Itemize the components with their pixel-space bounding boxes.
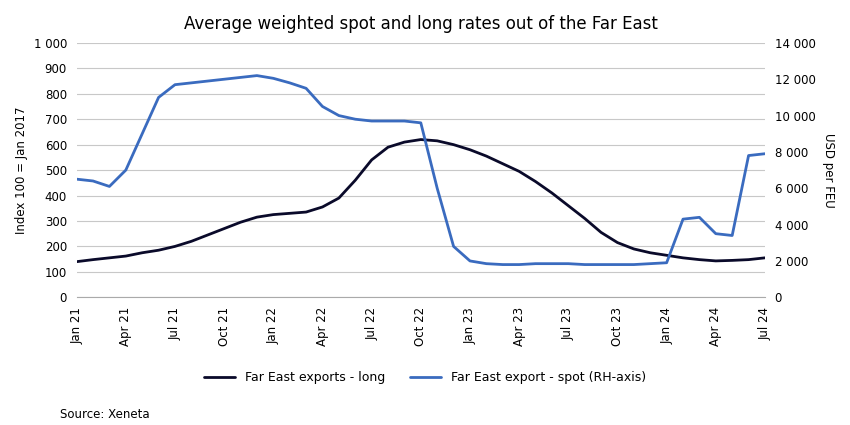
Far East export - spot (RH-axis) <box>317 104 327 109</box>
Far East export - spot (RH-axis) <box>564 261 574 266</box>
Far East exports - long <box>580 216 590 221</box>
Far East export - spot (RH-axis) <box>301 86 311 91</box>
Far East export - spot (RH-axis) <box>121 167 131 173</box>
Far East exports - long <box>252 215 262 220</box>
Far East exports - long <box>154 248 164 253</box>
Far East export - spot (RH-axis) <box>727 233 737 238</box>
Far East exports - long <box>694 257 705 262</box>
Far East exports - long <box>744 257 754 262</box>
Far East export - spot (RH-axis) <box>88 178 98 184</box>
Far East exports - long <box>334 196 344 201</box>
Far East exports - long <box>121 254 131 259</box>
Far East exports - long <box>170 244 180 249</box>
Far East export - spot (RH-axis) <box>269 76 279 81</box>
Far East exports - long <box>629 246 639 252</box>
Far East export - spot (RH-axis) <box>596 262 606 267</box>
Far East export - spot (RH-axis) <box>71 177 82 182</box>
Far East export - spot (RH-axis) <box>137 131 147 136</box>
Far East exports - long <box>760 255 770 261</box>
Far East exports - long <box>269 212 279 217</box>
Far East exports - long <box>137 250 147 255</box>
Far East export - spot (RH-axis) <box>465 258 475 264</box>
Far East export - spot (RH-axis) <box>154 95 164 100</box>
Far East exports - long <box>219 226 230 231</box>
Far East export - spot (RH-axis) <box>285 80 295 85</box>
Far East exports - long <box>530 179 541 184</box>
Far East exports - long <box>727 258 737 263</box>
Far East exports - long <box>481 153 491 159</box>
Far East exports - long <box>88 257 98 262</box>
Y-axis label: Index 100 = Jan 2017: Index 100 = Jan 2017 <box>15 106 28 234</box>
Far East export - spot (RH-axis) <box>252 73 262 78</box>
Far East exports - long <box>105 255 115 261</box>
Far East export - spot (RH-axis) <box>432 186 442 191</box>
Far East exports - long <box>317 204 327 210</box>
Far East export - spot (RH-axis) <box>416 120 426 125</box>
Far East exports - long <box>432 138 442 143</box>
Far East exports - long <box>400 139 410 144</box>
Far East exports - long <box>547 190 557 196</box>
Far East export - spot (RH-axis) <box>235 75 246 80</box>
Far East export - spot (RH-axis) <box>334 113 344 118</box>
Text: Source: Xeneta: Source: Xeneta <box>60 408 149 421</box>
Far East exports - long <box>449 142 459 147</box>
Far East exports - long <box>465 147 475 152</box>
Line: Far East export - spot (RH-axis): Far East export - spot (RH-axis) <box>76 76 765 265</box>
Far East export - spot (RH-axis) <box>186 80 196 85</box>
Far East export - spot (RH-axis) <box>497 262 507 267</box>
Far East export - spot (RH-axis) <box>580 262 590 267</box>
Far East exports - long <box>661 253 672 258</box>
Far East export - spot (RH-axis) <box>760 151 770 156</box>
Far East exports - long <box>612 240 622 245</box>
Far East exports - long <box>596 230 606 235</box>
Far East export - spot (RH-axis) <box>661 260 672 265</box>
Far East export - spot (RH-axis) <box>629 262 639 267</box>
Far East export - spot (RH-axis) <box>449 244 459 249</box>
Far East exports - long <box>678 255 689 261</box>
Far East export - spot (RH-axis) <box>547 261 557 266</box>
Legend: Far East exports - long, Far East export - spot (RH-axis): Far East exports - long, Far East export… <box>199 366 651 389</box>
Far East export - spot (RH-axis) <box>678 217 689 222</box>
Far East export - spot (RH-axis) <box>400 119 410 124</box>
Far East export - spot (RH-axis) <box>744 153 754 158</box>
Far East exports - long <box>71 259 82 264</box>
Far East exports - long <box>366 157 377 162</box>
Far East export - spot (RH-axis) <box>645 261 655 266</box>
Far East exports - long <box>383 144 394 150</box>
Far East export - spot (RH-axis) <box>350 116 360 122</box>
Far East exports - long <box>301 210 311 215</box>
Far East export - spot (RH-axis) <box>694 215 705 220</box>
Far East exports - long <box>711 258 721 264</box>
Far East export - spot (RH-axis) <box>711 231 721 236</box>
Far East export - spot (RH-axis) <box>366 119 377 124</box>
Far East exports - long <box>416 137 426 142</box>
Far East exports - long <box>235 220 246 225</box>
Far East export - spot (RH-axis) <box>514 262 524 267</box>
Line: Far East exports - long: Far East exports - long <box>76 139 765 262</box>
Far East export - spot (RH-axis) <box>481 261 491 266</box>
Far East export - spot (RH-axis) <box>170 82 180 87</box>
Far East exports - long <box>285 211 295 216</box>
Far East export - spot (RH-axis) <box>219 76 230 82</box>
Far East export - spot (RH-axis) <box>105 184 115 189</box>
Far East export - spot (RH-axis) <box>530 261 541 266</box>
Far East exports - long <box>564 203 574 208</box>
Far East export - spot (RH-axis) <box>202 79 212 84</box>
Far East export - spot (RH-axis) <box>612 262 622 267</box>
Title: Average weighted spot and long rates out of the Far East: Average weighted spot and long rates out… <box>184 15 658 33</box>
Far East export - spot (RH-axis) <box>383 119 394 124</box>
Far East exports - long <box>514 169 524 174</box>
Far East exports - long <box>186 239 196 244</box>
Y-axis label: USD per FEU: USD per FEU <box>822 133 835 207</box>
Far East exports - long <box>202 232 212 238</box>
Far East exports - long <box>497 161 507 166</box>
Far East exports - long <box>645 250 655 255</box>
Far East exports - long <box>350 178 360 183</box>
